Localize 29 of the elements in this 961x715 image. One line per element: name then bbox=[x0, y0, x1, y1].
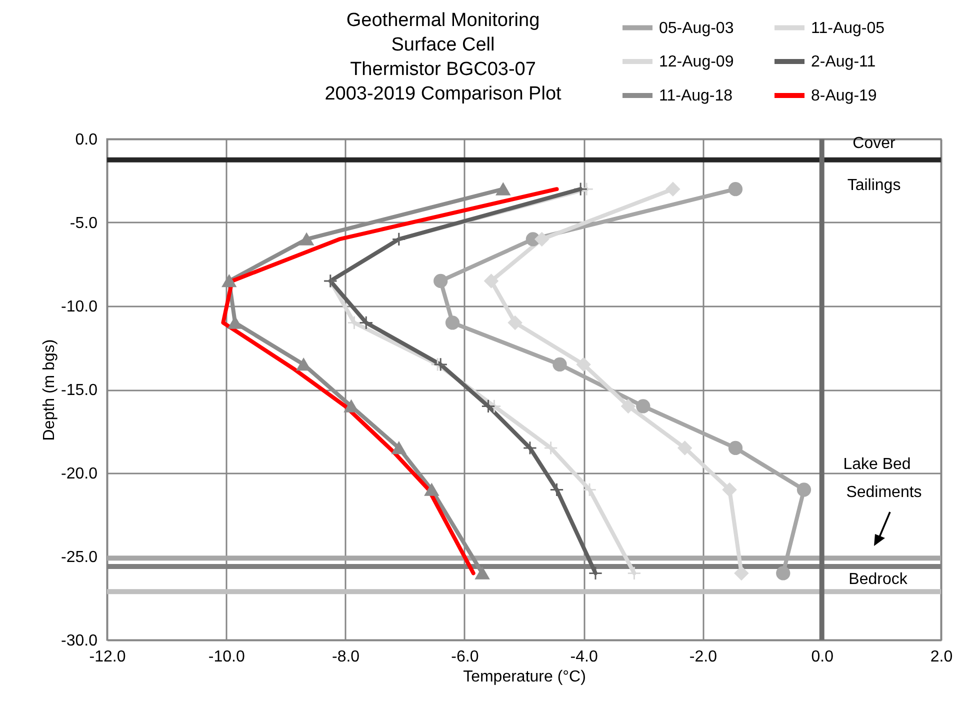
x-tick-label: 0.0 bbox=[811, 648, 834, 666]
x-tick-label: -12.0 bbox=[89, 648, 126, 666]
y-tick-label: -5.0 bbox=[70, 215, 98, 232]
x-tick-label: -10.0 bbox=[208, 648, 245, 666]
y-tick-label: -20.0 bbox=[61, 466, 98, 482]
annotation: Lake Bed bbox=[843, 456, 911, 473]
y-axis-title: Depth (m bgs) bbox=[41, 339, 58, 441]
y-tick-label: -15.0 bbox=[61, 382, 98, 399]
legend-label: 8-Aug-19 bbox=[811, 88, 877, 104]
legend-label: 2-Aug-11 bbox=[811, 54, 876, 70]
x-tick-label: -2.0 bbox=[689, 648, 718, 666]
chart-title: Geothermal Monitoring Surface Cell Thermistor BGC03-07 2003-2019 Comparison Plot bbox=[324, 10, 562, 104]
annotation: Tailings bbox=[847, 177, 901, 194]
x-axis-title: Temperature (°C) bbox=[463, 668, 586, 686]
legend-label: 12-Aug-09 bbox=[659, 54, 734, 70]
y-tick-label: -10.0 bbox=[61, 298, 98, 316]
x-tick-label: -8.0 bbox=[332, 648, 360, 666]
legend-label: 05-Aug-03 bbox=[659, 20, 734, 37]
annotation: Sediments bbox=[846, 484, 922, 501]
annotation: Cover bbox=[852, 135, 896, 152]
x-tick-label: -6.0 bbox=[451, 648, 479, 666]
legend-label: 11-Aug-05 bbox=[811, 20, 885, 37]
annotation: Bedrock bbox=[848, 571, 908, 588]
y-tick-label: -30.0 bbox=[61, 632, 98, 650]
y-tick-label: -25.0 bbox=[61, 549, 98, 566]
x-tick-label: 2.0 bbox=[930, 648, 953, 666]
legend-label: 11-Aug-18 bbox=[659, 88, 733, 104]
x-tick-label: -4.0 bbox=[570, 648, 598, 666]
y-tick-label: 0.0 bbox=[75, 132, 98, 148]
